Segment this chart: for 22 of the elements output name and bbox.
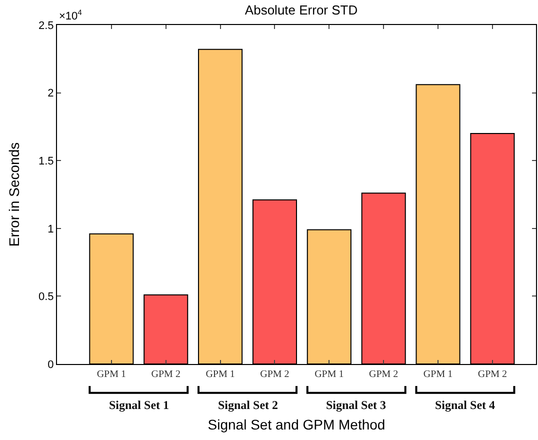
- text: Signal Set 1: [109, 398, 170, 412]
- text: Signal Set 4: [435, 398, 496, 412]
- y-tick-label: 1: [48, 223, 54, 236]
- x-tick-label: GPM 2: [478, 369, 508, 380]
- y-axis-title: Error in Seconds: [6, 142, 22, 247]
- x-tick-label: GPM 2: [260, 369, 290, 380]
- x-tick-label: GPM 1: [423, 369, 453, 380]
- text: Signal Set 3: [326, 398, 386, 412]
- y-tick-label: 2.5: [38, 20, 54, 32]
- x-tick-label: GPM 1: [96, 369, 126, 380]
- x-tick-label: GPM 1: [206, 369, 235, 380]
- chart-title: Absolute Error STD: [244, 2, 358, 18]
- text: ×10$^{4}$: [59, 8, 83, 23]
- y-tick-label: 0: [48, 358, 54, 371]
- text: Signal Set 2: [218, 398, 278, 412]
- x-tick-label: GPM 1: [314, 369, 344, 380]
- x-tick-label: GPM 2: [368, 369, 398, 380]
- y-tick-label: 1.5: [38, 155, 54, 168]
- x-tick-label: GPM 2: [151, 369, 180, 380]
- y-tick-label: 0.5: [38, 291, 54, 304]
- x-axis-title: Signal Set and GPM Method: [208, 416, 386, 432]
- y-tick-label: 2: [48, 88, 54, 100]
